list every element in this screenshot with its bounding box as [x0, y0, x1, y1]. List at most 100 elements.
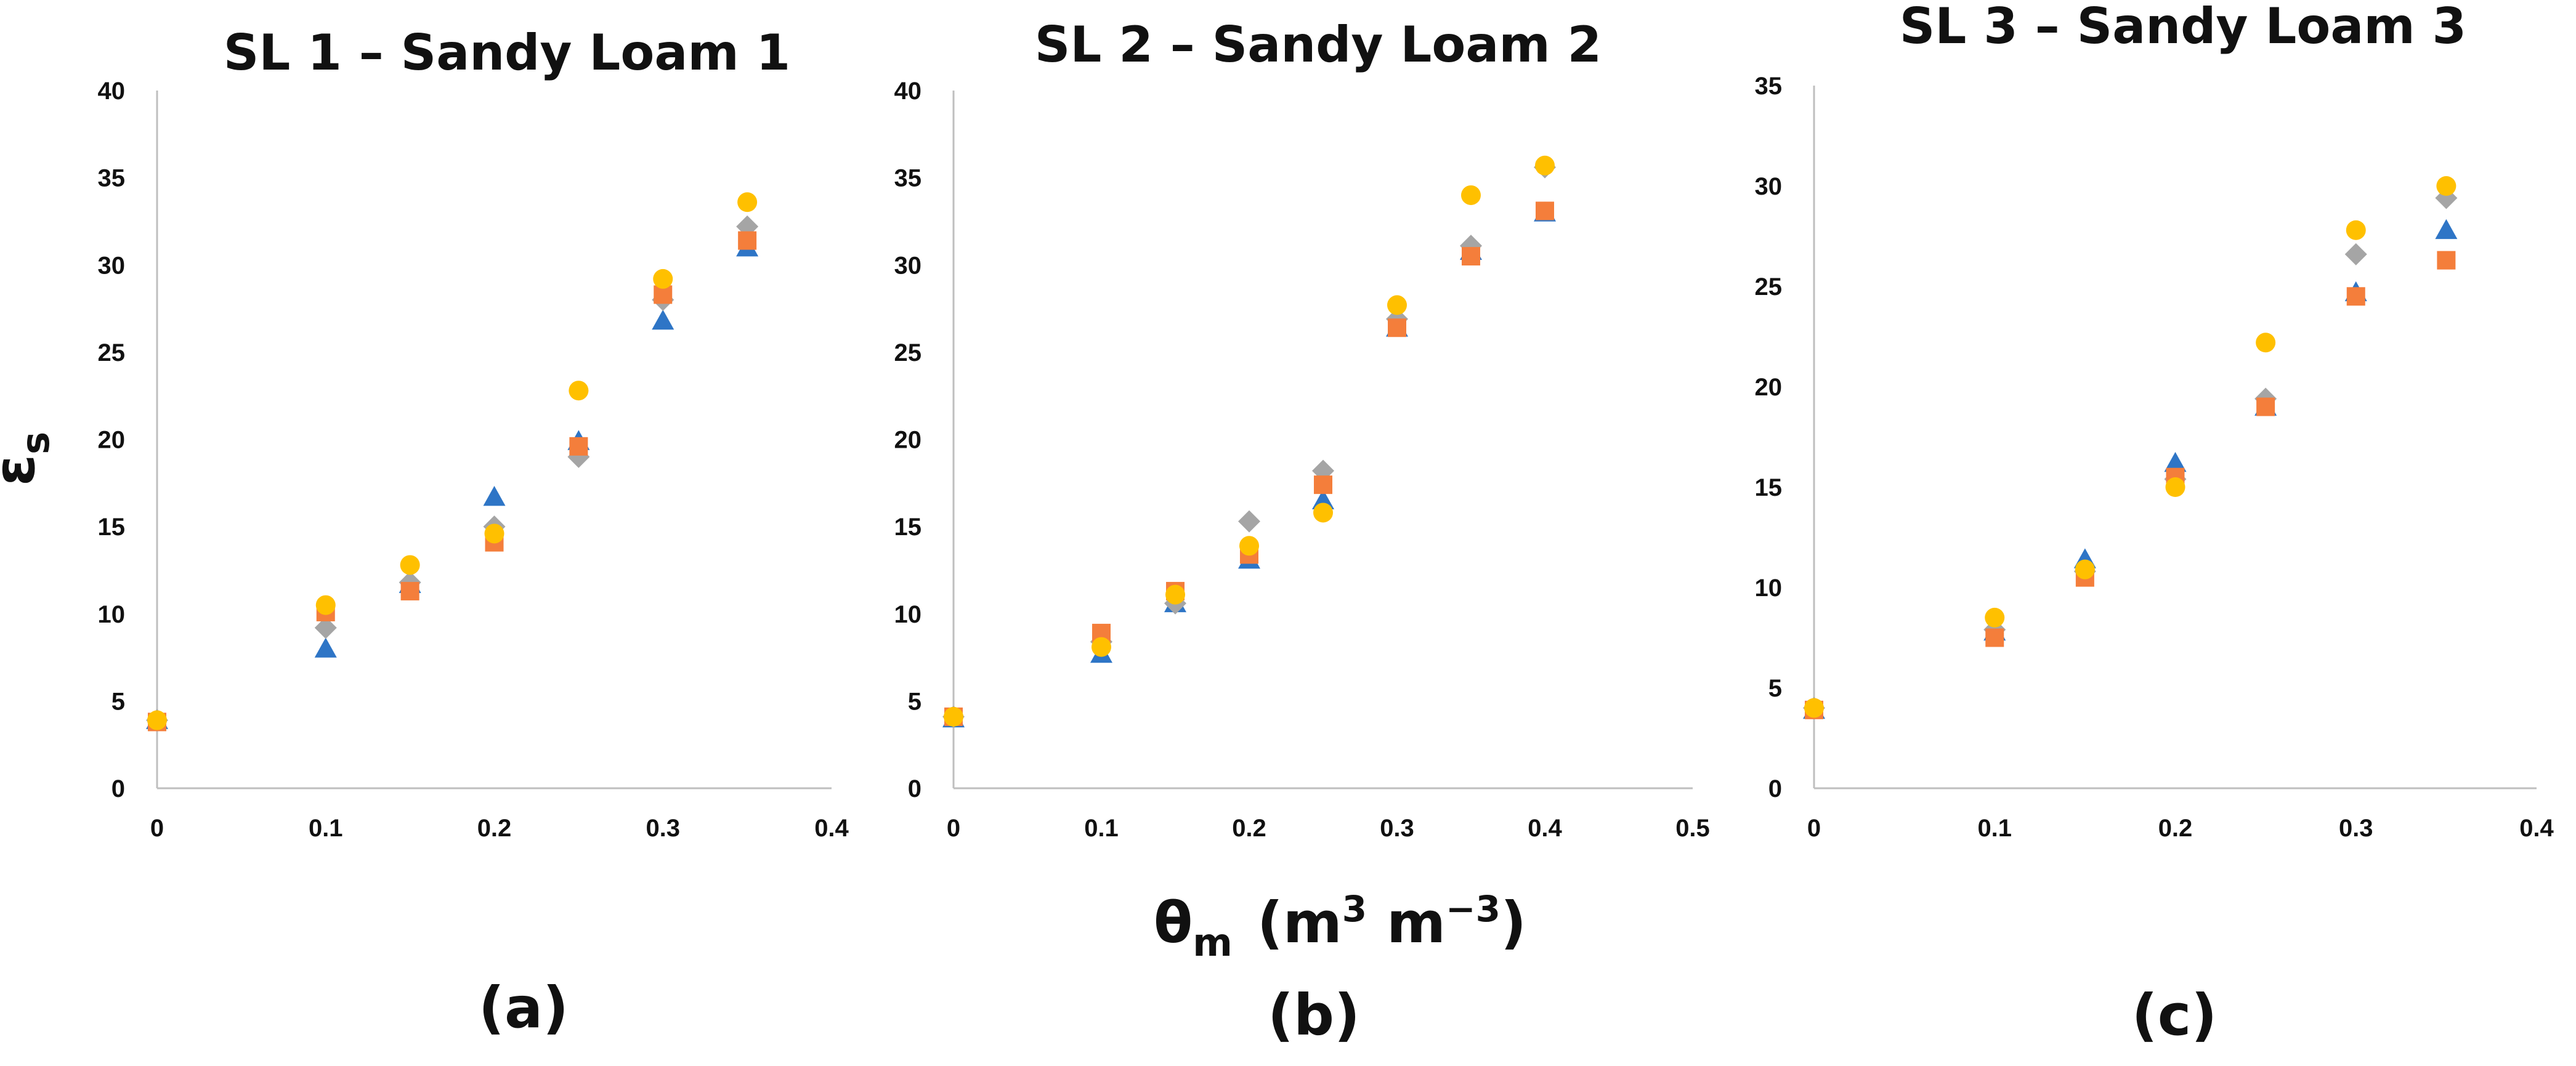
- square-point-c: [2346, 287, 2365, 306]
- y-axis-title-subscript: s: [13, 432, 58, 454]
- y-axis-title-symbol: ε: [0, 454, 47, 486]
- triangle-point-c: [2164, 451, 2187, 472]
- y-tick-label-a: 15: [98, 514, 126, 541]
- circle-point-a: [484, 523, 504, 544]
- y-tick-label-b: 10: [894, 601, 922, 628]
- y-tick-label-c: 30: [1755, 173, 1783, 200]
- circle-point-b: [1239, 536, 1259, 556]
- scatter-marks-c: [1803, 176, 2458, 719]
- y-tick-label-c: 0: [1768, 775, 1782, 802]
- y-tick-label-b: 40: [894, 78, 922, 105]
- circle-point-c: [2256, 333, 2276, 353]
- x-axis-title-unit-sup1: 3: [1342, 888, 1367, 930]
- chart-panel-c: SL 3 – Sandy Loam 3 (c) 0 5 10 15 20 25 30 35 0 0…: [1755, 0, 2554, 1048]
- panel-label-c: (c): [2132, 982, 2218, 1048]
- panel-label-a: (a): [479, 975, 569, 1041]
- y-tick-label-b: 25: [894, 339, 922, 366]
- y-tick-label-c: 25: [1755, 273, 1783, 301]
- y-tick-label-a: 10: [98, 601, 126, 628]
- triangle-point-a: [314, 637, 337, 658]
- circle-point-c: [2075, 559, 2095, 579]
- y-tick-label-c: 10: [1755, 575, 1783, 602]
- x-tick-label-c: 0.2: [2158, 815, 2193, 842]
- circle-point-b: [1535, 155, 1555, 176]
- x-axis-title-subscript: m: [1193, 920, 1233, 965]
- x-axis-title-unit-sup2: −3: [1446, 888, 1501, 930]
- y-tick-label-b: 30: [894, 252, 922, 279]
- x-tick-label-b: 0.3: [1380, 815, 1414, 842]
- square-point-b: [1462, 247, 1480, 266]
- diamond-point-c: [2344, 243, 2367, 265]
- x-tick-label-c: 0.1: [1977, 815, 2012, 842]
- x-tick-label-a: 0.3: [646, 815, 680, 842]
- x-tick-label-b: 0.1: [1084, 815, 1119, 842]
- diamond-point-b: [1238, 510, 1260, 533]
- square-point-c: [2437, 251, 2456, 270]
- circle-point-a: [737, 192, 758, 212]
- x-tick-label-c: 0.3: [2339, 815, 2373, 842]
- y-tick-label-a: 20: [98, 427, 126, 454]
- circle-point-a: [653, 269, 673, 289]
- chart-panel-b: SL 2 – Sandy Loam 2 (b) 0510152025303540…: [894, 16, 1710, 1048]
- y-tick-label-a: 40: [98, 78, 126, 105]
- circle-point-b: [1313, 503, 1333, 523]
- x-tick-label-b: 0.2: [1232, 815, 1266, 842]
- scatter-marks-b: [942, 155, 1556, 728]
- chart-panel-a: SL 1 – Sandy Loam 1 (a) 0 5 10 15 20 25 30 35 40…: [98, 24, 849, 1041]
- square-point-c: [2256, 397, 2275, 416]
- y-tick-label-b: 5: [908, 688, 921, 715]
- y-tick-label-b: 0: [908, 775, 921, 802]
- chart-title-b: SL 2 – Sandy Loam 2: [1035, 16, 1602, 73]
- circle-point-b: [1165, 584, 1185, 605]
- chart-title-a: SL 1 – Sandy Loam 1: [224, 24, 790, 81]
- x-axis-title-symbol: θ: [1154, 890, 1193, 956]
- circle-point-a: [400, 555, 420, 575]
- circle-point-c: [1804, 698, 1824, 718]
- x-tick-label-c: 0: [1807, 815, 1821, 842]
- y-tick-label-b: 35: [894, 165, 922, 192]
- x-axis-title-unit-open: (m: [1257, 890, 1342, 956]
- square-point-a: [738, 231, 757, 250]
- y-tick-label-c: 5: [1768, 675, 1782, 702]
- square-point-b: [1536, 201, 1554, 220]
- y-tick-label-a: 5: [111, 688, 125, 715]
- panel-label-b: (b): [1268, 982, 1360, 1048]
- triangle-point-a: [652, 309, 674, 330]
- diamond-point-a: [314, 616, 337, 639]
- y-tick-label-a: 25: [98, 339, 126, 366]
- x-tick-label-a: 0.4: [814, 815, 849, 842]
- triangle-point-c: [2435, 219, 2458, 240]
- square-point-a: [569, 437, 588, 456]
- triangle-point-a: [483, 485, 506, 506]
- y-tick-label-c: 20: [1755, 374, 1783, 401]
- x-tick-label-b: 0.4: [1528, 815, 1562, 842]
- y-tick-label-c: 15: [1755, 474, 1783, 501]
- circle-point-c: [1985, 607, 2005, 628]
- x-axis-title-unit-mid: m: [1367, 890, 1446, 956]
- circle-point-b: [1387, 295, 1407, 315]
- circle-point-a: [315, 595, 336, 615]
- y-tick-label-b: 15: [894, 514, 922, 541]
- y-tick-label-c: 35: [1755, 73, 1783, 100]
- x-tick-label-a: 0.2: [477, 815, 512, 842]
- scatter-marks-a: [146, 192, 759, 732]
- square-point-a: [400, 581, 419, 600]
- circle-point-a: [147, 710, 167, 730]
- circle-point-c: [2165, 477, 2185, 497]
- square-point-b: [1314, 475, 1332, 495]
- circle-point-c: [2436, 176, 2457, 196]
- x-tick-label-a: 0.1: [309, 815, 343, 842]
- y-axis-title: εs: [0, 432, 58, 486]
- circle-point-b: [944, 706, 963, 727]
- y-tick-label-a: 30: [98, 252, 126, 279]
- x-tick-label-b: 0: [947, 815, 960, 842]
- x-axis-title-unit-close: ): [1501, 890, 1526, 956]
- square-point-c: [1985, 628, 2004, 647]
- chart-title-c: SL 3 – Sandy Loam 3: [1900, 0, 2466, 55]
- x-tick-label-c: 0.4: [2519, 815, 2554, 842]
- y-tick-label-b: 20: [894, 427, 922, 454]
- circle-point-c: [2346, 220, 2366, 240]
- circle-point-b: [1092, 637, 1111, 657]
- triangle-point-b: [1312, 489, 1334, 510]
